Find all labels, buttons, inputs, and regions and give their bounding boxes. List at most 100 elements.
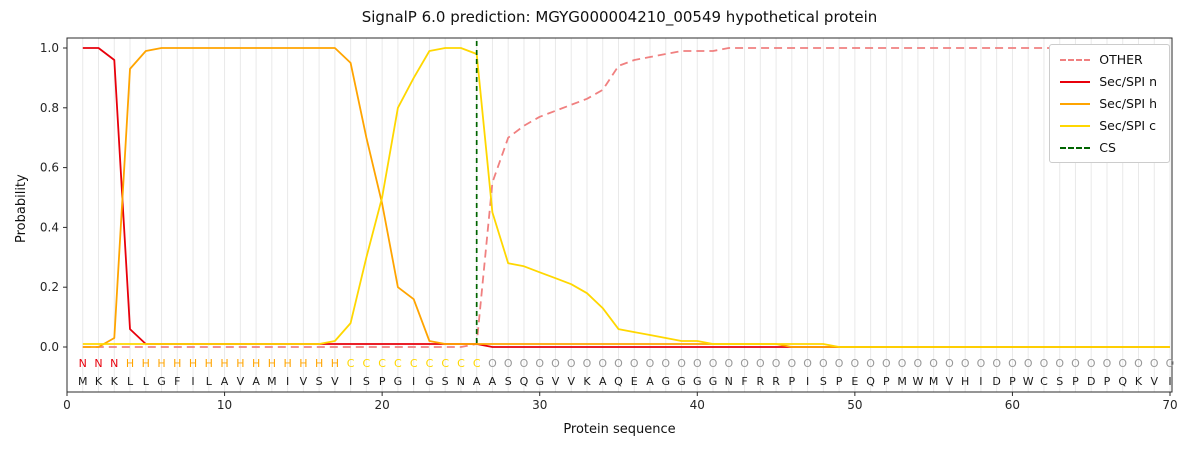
region-label: H: [299, 357, 307, 370]
legend-entry-cs: CS: [1060, 140, 1157, 155]
region-label: O: [709, 357, 718, 370]
legend-entry-sec-spi-h: Sec/SPI h: [1060, 96, 1157, 111]
residue-letter: S: [1056, 375, 1063, 388]
residue-letter: V: [552, 375, 560, 388]
residue-letter: V: [300, 375, 308, 388]
region-label: C: [457, 357, 465, 370]
region-label: H: [205, 357, 213, 370]
legend-entry-other: OTHER: [1060, 52, 1157, 67]
region-label: O: [819, 357, 828, 370]
region-label: O: [1134, 357, 1143, 370]
region-label: O: [724, 357, 733, 370]
region-label: H: [220, 357, 228, 370]
residue-letter: L: [127, 375, 134, 388]
region-label: O: [677, 357, 686, 370]
y-tick-label: 0.8: [40, 101, 59, 115]
region-label: N: [79, 357, 87, 370]
residue-letter: H: [961, 375, 969, 388]
residue-letter: S: [316, 375, 323, 388]
residue-letter: K: [111, 375, 119, 388]
residue-letter: G: [535, 375, 544, 388]
residue-letter: I: [412, 375, 415, 388]
residue-letter: G: [693, 375, 702, 388]
region-label: O: [772, 357, 781, 370]
residue-letter: I: [1168, 375, 1171, 388]
legend-label: Sec/SPI c: [1099, 118, 1156, 133]
region-label: C: [363, 357, 371, 370]
x-tick-label: 50: [847, 398, 862, 412]
residue-letter: G: [157, 375, 166, 388]
legend: OTHER Sec/SPI n Sec/SPI h Sec/SPI c CS: [1049, 44, 1170, 163]
legend-line-swatch: [1060, 124, 1091, 127]
chart-title: SignalP 6.0 prediction: MGYG000004210_00…: [361, 8, 878, 26]
legend-label: CS: [1099, 140, 1116, 155]
series-line-sec-spi-n: [82, 47, 1170, 348]
region-label: H: [315, 357, 323, 370]
residue-letter: M: [897, 375, 907, 388]
residue-letter: A: [221, 375, 229, 388]
x-tick-label: 30: [532, 398, 547, 412]
legend-entry-sec-spi-n: Sec/SPI n: [1060, 74, 1157, 89]
residue-letter: I: [349, 375, 352, 388]
region-label: C: [394, 357, 402, 370]
residue-letter: P: [789, 375, 796, 388]
region-label: O: [693, 357, 702, 370]
region-label: O: [945, 357, 954, 370]
plot-border: [66, 37, 1173, 393]
region-label: O: [835, 357, 844, 370]
region-label: H: [173, 357, 181, 370]
region-label: O: [520, 357, 529, 370]
region-label: O: [961, 357, 970, 370]
residue-letter: P: [379, 375, 386, 388]
region-label: C: [441, 357, 449, 370]
y-tick-label: 0.2: [40, 280, 59, 294]
region-label: C: [410, 357, 418, 370]
x-tick-label: 60: [1005, 398, 1020, 412]
legend-line-swatch: [1060, 58, 1091, 61]
region-label: O: [488, 357, 497, 370]
residue-letter: V: [331, 375, 339, 388]
region-label: H: [252, 357, 260, 370]
residue-letter: N: [725, 375, 733, 388]
region-label: H: [189, 357, 197, 370]
residue-letter: P: [836, 375, 843, 388]
region-label: C: [473, 357, 481, 370]
region-label: O: [535, 357, 544, 370]
region-label: O: [866, 357, 875, 370]
region-label: C: [378, 357, 386, 370]
region-label: O: [567, 357, 576, 370]
region-label: O: [756, 357, 765, 370]
legend-label: Sec/SPI n: [1099, 74, 1157, 89]
residue-letter: L: [206, 375, 213, 388]
region-label: O: [803, 357, 812, 370]
region-label: O: [598, 357, 607, 370]
residue-letter: V: [567, 375, 575, 388]
region-label: O: [851, 357, 860, 370]
region-label: O: [1040, 357, 1049, 370]
residue-letter: A: [252, 375, 260, 388]
residue-letter: V: [946, 375, 954, 388]
residue-letter: G: [662, 375, 671, 388]
residue-letter: D: [1087, 375, 1095, 388]
region-label: O: [1166, 357, 1175, 370]
residue-letter: D: [992, 375, 1000, 388]
x-tick-label: 0: [63, 398, 71, 412]
residue-letter: A: [646, 375, 654, 388]
region-label: O: [740, 357, 749, 370]
residue-letter: S: [442, 375, 449, 388]
series-line-sec-spi-h: [82, 47, 1170, 348]
region-label: O: [1024, 357, 1033, 370]
region-label: H: [126, 357, 134, 370]
residue-letter: E: [851, 375, 858, 388]
residue-letter: A: [489, 375, 497, 388]
y-tick-label: 0.4: [40, 220, 59, 234]
series-line-other: [82, 47, 1170, 348]
x-axis-label: Protein sequence: [563, 422, 676, 437]
residue-letter: M: [929, 375, 939, 388]
residue-letter: V: [1150, 375, 1158, 388]
region-label: O: [1008, 357, 1017, 370]
residue-letter: F: [174, 375, 180, 388]
x-tick-label: 70: [1162, 398, 1177, 412]
region-label: C: [426, 357, 434, 370]
